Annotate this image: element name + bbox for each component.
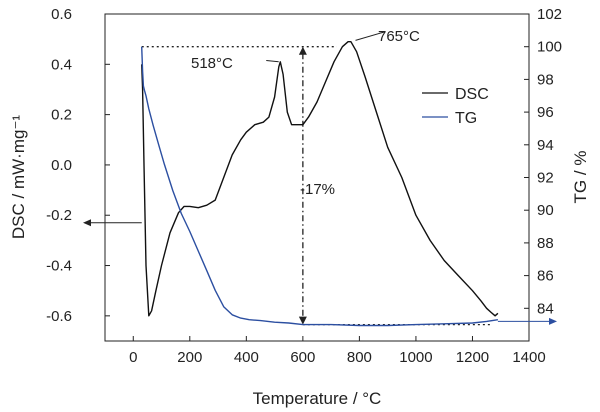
x-tick-label: 400: [234, 349, 259, 366]
x-tick-label: 800: [347, 349, 372, 366]
left-y-tick-label: -0.4: [46, 258, 72, 275]
mass-loss-arrow-up: [298, 46, 307, 55]
legend-dsc-label: DSC: [455, 86, 489, 103]
right-y-tick-label: 90: [537, 202, 554, 219]
left-y-tick-label: 0.2: [51, 107, 72, 124]
reference-lines: [83, 31, 557, 326]
x-tick-label: 600: [290, 349, 315, 366]
left-y-tick-label: 0.4: [51, 56, 72, 73]
legend-tg-label: TG: [455, 110, 477, 127]
x-tick-label: 200: [177, 349, 202, 366]
right-y-tick-label: 88: [537, 235, 554, 252]
right-y-tick-label: 84: [537, 300, 554, 317]
left-y-tick-label: 0.6: [51, 6, 72, 23]
left-y-tick-label: -0.2: [46, 207, 72, 224]
x-tick-label: 1400: [512, 349, 545, 366]
left-y-tick-label: -0.6: [46, 308, 72, 325]
series-lines: [141, 41, 499, 327]
mass-loss-arrow-down: [298, 316, 307, 325]
series-line-tg: [141, 46, 499, 327]
right-y-tick-label: 98: [537, 71, 554, 88]
mass-loss-label: -17%: [300, 181, 335, 198]
right-y-tick-label: 86: [537, 268, 554, 285]
right-y-tick-label: 100: [537, 39, 562, 56]
x-axis-label: Temperature / °C: [253, 389, 382, 408]
right-y-tick-label: 96: [537, 104, 554, 121]
x-tick-label: 1200: [456, 349, 489, 366]
x-ticks: 0 200 400 600 800 1000 1200 1400: [129, 336, 546, 366]
peak-label-518: 518°C: [191, 55, 233, 72]
peak-765-pointer: [355, 31, 386, 41]
dsc-axis-pointer-arrow: [83, 219, 91, 227]
right-y-tick-label: 102: [537, 6, 562, 23]
series-line-dsc: [141, 41, 499, 317]
peak-518-pointer: [266, 60, 279, 63]
right-y-tick-label: 94: [537, 137, 554, 154]
x-tick-label: 1000: [399, 349, 432, 366]
legend: DSC TG: [422, 86, 489, 127]
x-tick-label: 0: [129, 349, 137, 366]
peak-label-765: 765°C: [378, 28, 420, 45]
left-y-axis-label: DSC / mW·mg⁻¹: [9, 115, 28, 240]
tg-axis-pointer-arrow: [549, 317, 557, 325]
right-y-axis-label: TG / %: [571, 151, 590, 204]
right-y-ticks: 84 86 88 90 92 94 96 98 100 102: [524, 6, 562, 317]
left-y-tick-label: 0.0: [51, 157, 72, 174]
right-y-tick-label: 92: [537, 170, 554, 187]
left-y-ticks: -0.6 -0.4 -0.2 0.0 0.2 0.4 0.6: [46, 6, 110, 325]
